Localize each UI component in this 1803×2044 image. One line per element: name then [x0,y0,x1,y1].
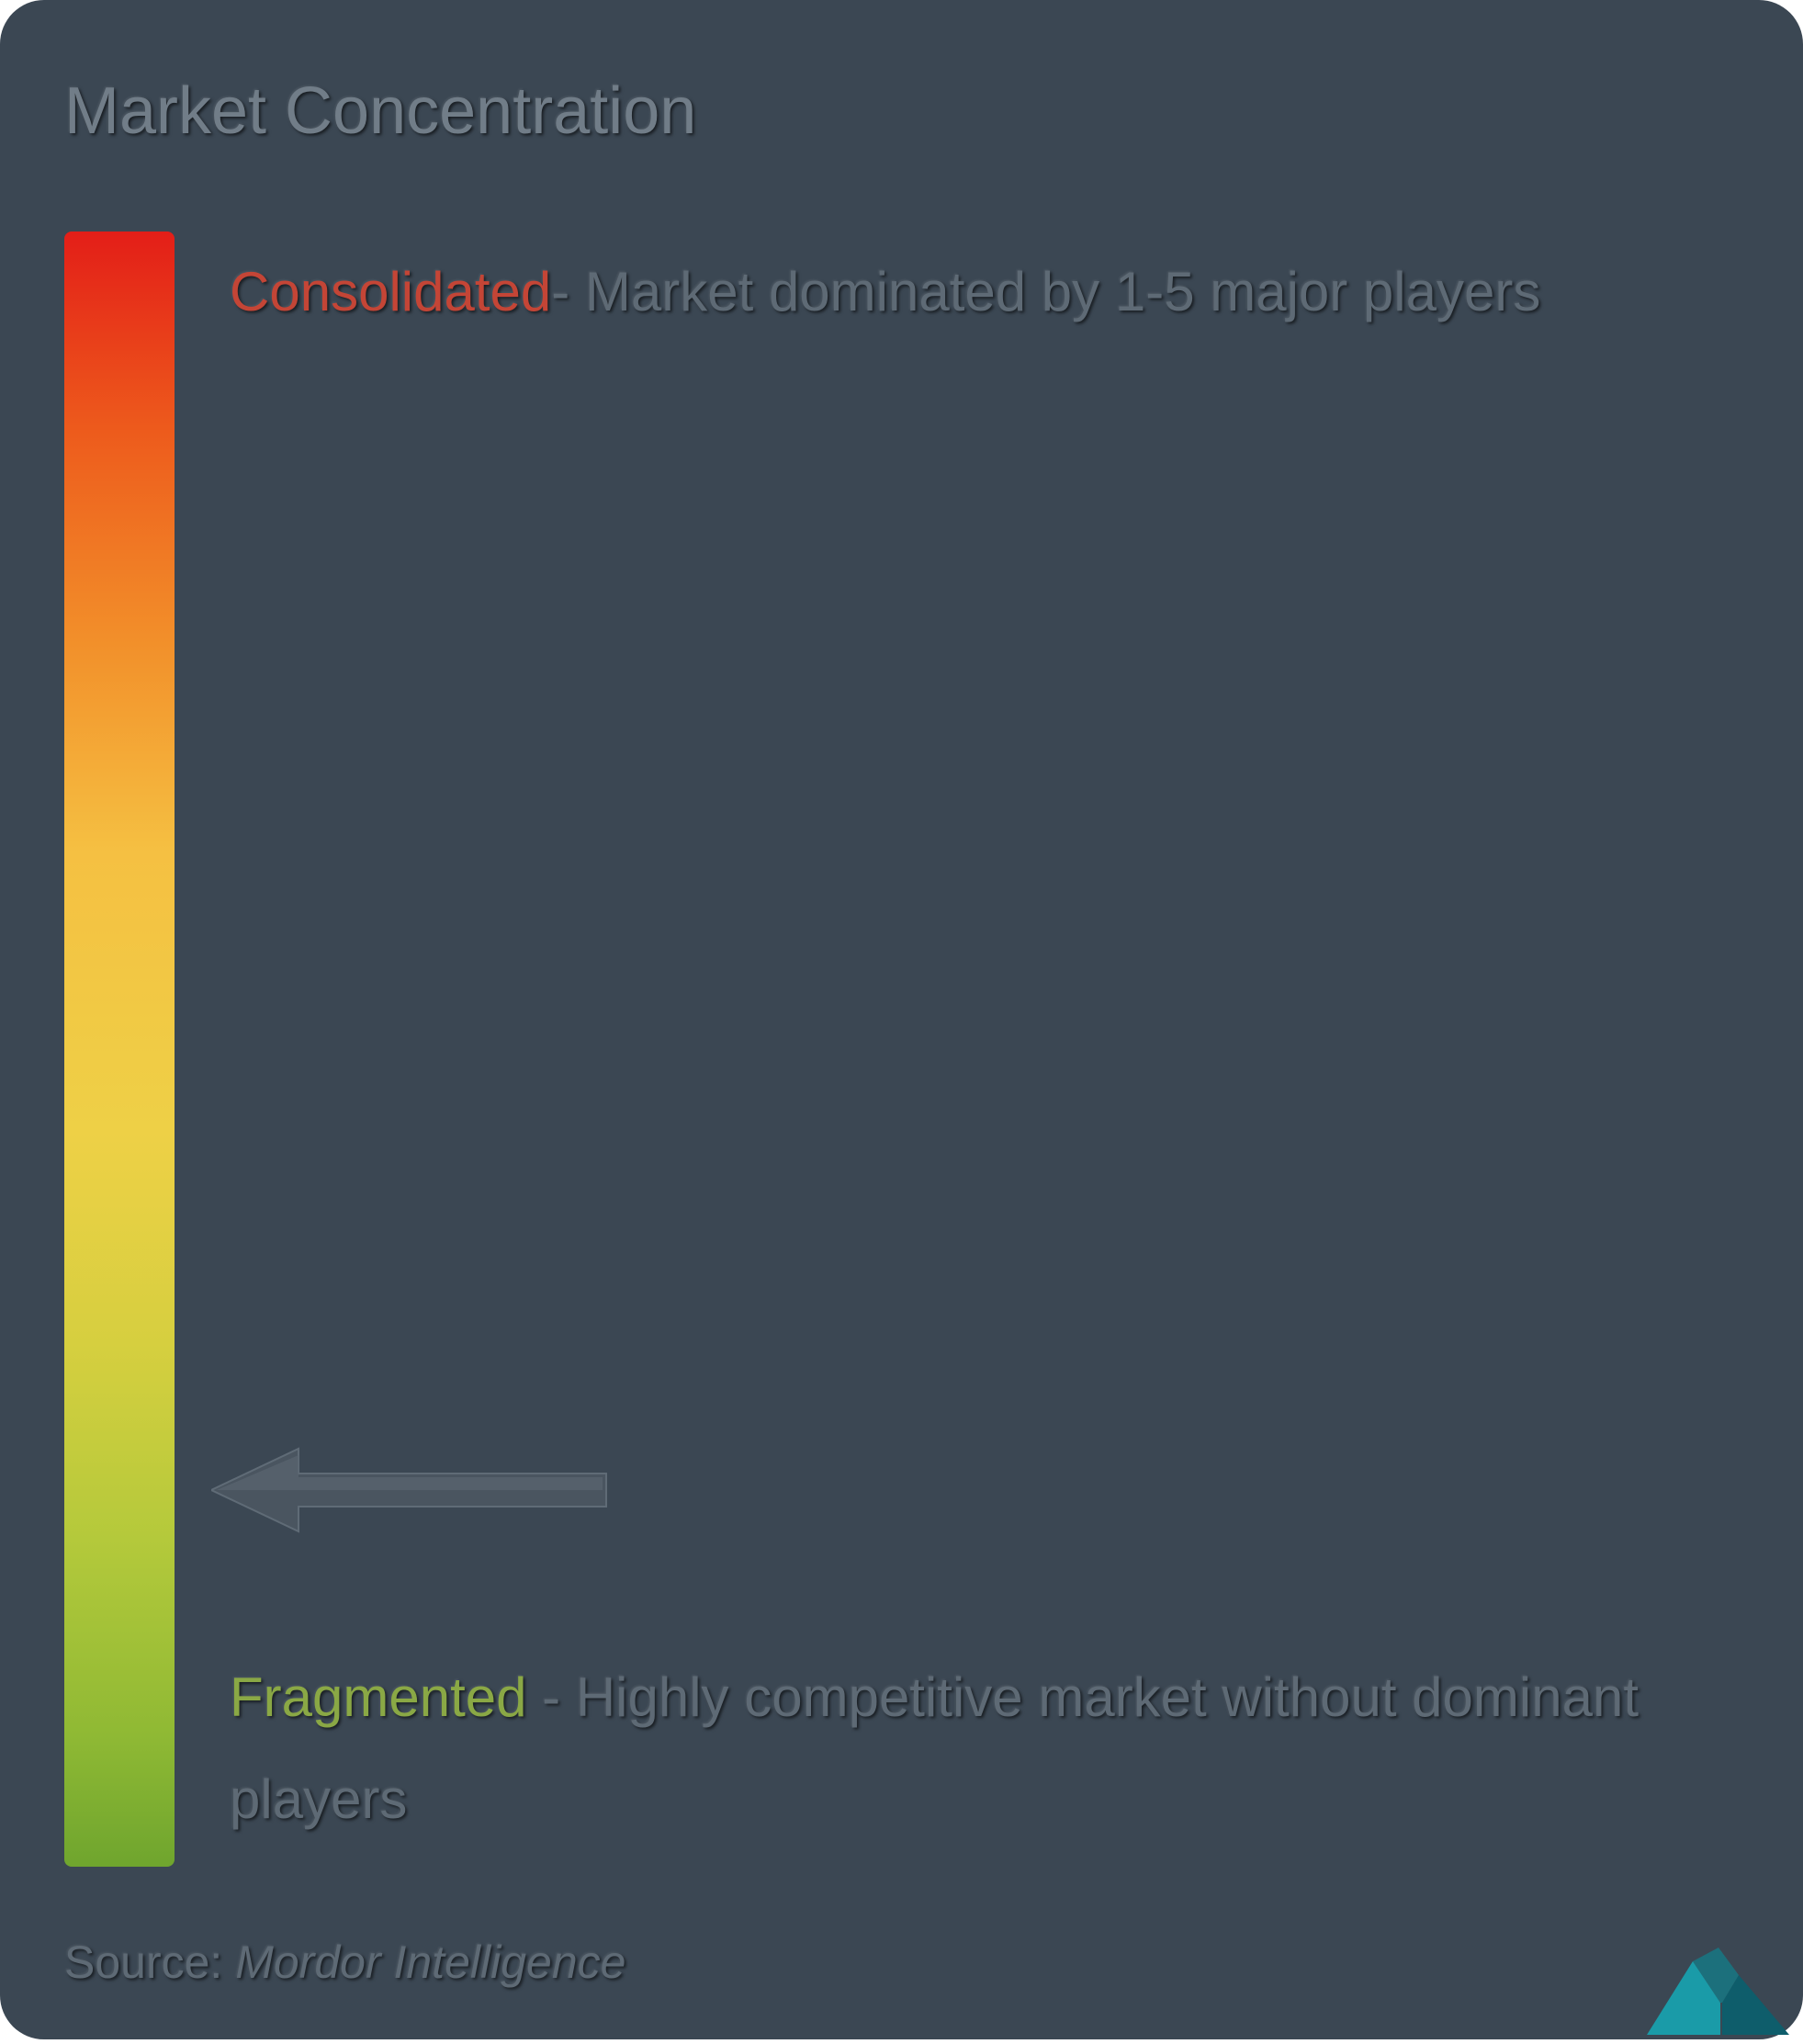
source-value: Mordor Intelligence [235,1937,625,1988]
page-title: Market Concentration [64,73,1739,149]
consolidated-label: Consolidated [230,261,551,322]
consolidated-block: Consolidated- Market dominated by 1-5 ma… [230,241,1702,343]
consolidated-description: - Market dominated by 1-5 major players [551,261,1540,322]
fragmented-block: Fragmented - Highly competitive market w… [230,1646,1702,1850]
mordor-logo [1638,1902,1803,2039]
fragmented-label: Fragmented [230,1666,527,1728]
content-area: Consolidated- Market dominated by 1-5 ma… [64,232,1739,1867]
concentration-gradient-bar [64,232,175,1867]
infographic-container: Market Concentration Consolidated- Marke… [0,0,1803,2039]
labels-area: Consolidated- Market dominated by 1-5 ma… [230,232,1739,1867]
position-arrow [211,1444,615,1536]
source-label: Source: [64,1937,235,1988]
source-attribution: Source: Mordor Intelligence [64,1936,625,1989]
